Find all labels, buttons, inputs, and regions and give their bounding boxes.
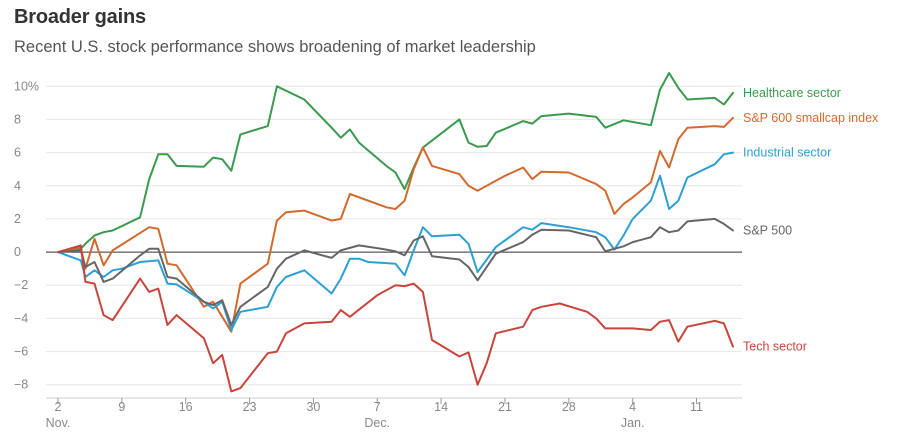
series-lines (57, 72, 734, 393)
legend-label: Industrial sector (743, 146, 831, 160)
x-tick-label: 7 (374, 400, 381, 414)
legend: Healthcare sector S&P 600 smallcap index I… (743, 86, 879, 354)
legend-label: Tech sector (743, 340, 807, 354)
legend-label: Healthcare sector (743, 86, 841, 100)
x-tick-label: 2 (55, 400, 62, 414)
y-tick-label: 6 (14, 146, 21, 160)
x-tick-label: 11 (690, 400, 703, 414)
legend-label: S&P 600 smallcap index (743, 111, 879, 125)
y-tick-label: 10% (14, 79, 39, 93)
legend-label: S&P 500 (743, 224, 792, 238)
x-tick-label: 30 (306, 400, 320, 414)
x-tick-label: 9 (118, 400, 125, 414)
chart-subtitle: Recent U.S. stock performance shows broa… (14, 38, 536, 56)
y-tick-label: −4 (14, 311, 28, 325)
x-tick-month-label: Nov. (46, 416, 71, 430)
y-tick-label: 2 (14, 212, 21, 226)
y-tick-label: −6 (14, 345, 28, 359)
series-line-industrial-sector (57, 151, 734, 331)
x-tick-label: 16 (179, 400, 193, 414)
series-line-s-p-600-smallcap-index (57, 116, 734, 333)
y-tick-label: 4 (14, 179, 21, 193)
y-tick-label: −8 (14, 378, 28, 392)
series-line-tech-sector (57, 244, 734, 393)
chart-title: Broader gains (14, 6, 146, 28)
gridlines (46, 85, 742, 386)
x-tick-month-label: Jan. (621, 416, 645, 430)
y-tick-label: −2 (14, 278, 28, 292)
axes: 10% 8 6 4 2 0 −2 −4 −6 −8 2 Nov. 9 16 23 30 7 Dec. 14 21 28 4… (14, 79, 742, 430)
y-tick-label: 0 (14, 245, 21, 259)
series-line-healthcare-sector (57, 72, 734, 254)
x-tick-month-label: Dec. (364, 416, 390, 430)
series-line-s-p-500 (57, 217, 734, 326)
y-tick-label: 8 (14, 112, 21, 126)
x-tick-label: 14 (434, 400, 448, 414)
x-tick-label: 4 (629, 400, 636, 414)
x-tick-label: 28 (562, 400, 576, 414)
x-tick-label: 21 (498, 400, 512, 414)
x-tick-label: 23 (243, 400, 257, 414)
